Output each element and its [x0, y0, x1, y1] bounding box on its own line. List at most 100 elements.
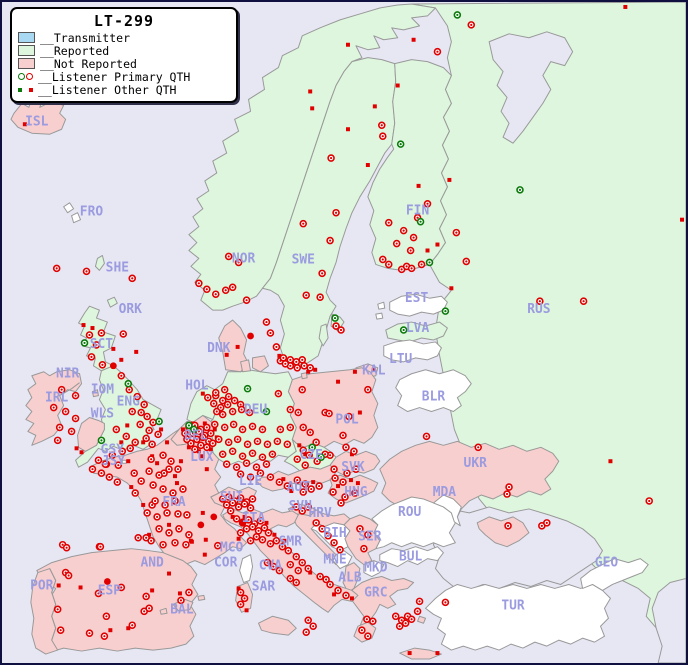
listener-primary-qth-marker-dot [251, 425, 254, 428]
listener-primary-qth-marker-dot [55, 267, 58, 270]
listener-primary-qth-marker-dot [425, 435, 428, 438]
listener-primary-qth-marker-dot [339, 328, 343, 332]
listener-primary-qth-marker-dot [246, 443, 249, 446]
listener-primary-qth-marker-dot [366, 533, 369, 536]
listener-primary-qth-marker-dot [177, 527, 181, 530]
listener-other-qth-marker [371, 367, 376, 372]
listener-primary-qth-marker-dot [148, 429, 151, 432]
country-label-she: SHE [106, 260, 129, 275]
listener-other-qth-marker [447, 177, 452, 182]
listener-primary-qth-marker-green-dot [402, 328, 405, 332]
country-label-svn: SVN [289, 499, 312, 514]
listener-other-qth-marker [277, 353, 282, 358]
country-label-mda: MDA [433, 485, 457, 500]
listener-primary-qth-marker-dot [545, 521, 548, 524]
listener-primary-qth-marker-dot [134, 441, 137, 444]
listener-primary-qth-marker-dot [103, 635, 106, 638]
listener-primary-qth-marker-dot [318, 484, 321, 488]
listener-other-qth-marker [416, 183, 421, 188]
listener-other-qth-marker [159, 427, 164, 432]
listener-primary-qth-marker-dot [406, 615, 409, 618]
listener-other-qth-marker [203, 537, 208, 542]
listener-other-qth-marker [212, 427, 217, 432]
listener-primary-qth-marker-dot [136, 395, 139, 398]
listener-primary-qth-marker-dot [248, 411, 251, 414]
listener-primary-qth-marker-green-dot [127, 382, 130, 385]
listener-primary-qth-marker-dot [301, 358, 304, 361]
listener-primary-qth-marker-dot [223, 388, 226, 391]
listener-primary-qth-marker-dot [328, 239, 332, 242]
listener-primary-qth-marker-dot [278, 569, 281, 572]
listener-primary-qth-marker-dot [235, 517, 238, 520]
listener-primary-qth-marker-dot [266, 443, 269, 446]
listener-primary-qth-marker-dot [316, 460, 319, 463]
country-label-ser: SER [358, 530, 382, 545]
country-label-bel: BEL [184, 428, 208, 443]
listener-primary-qth-marker-dot [245, 462, 248, 465]
listener-primary-qth-marker-dot [275, 345, 278, 349]
listener-primary-qth-marker-dot [277, 392, 280, 395]
listener-other-qth-marker [395, 83, 400, 88]
listener-primary-qth-marker-dot [95, 343, 98, 347]
listener-other-qth-marker [281, 477, 286, 482]
listener-primary-qth-marker-dot [237, 505, 240, 509]
country-label-fin: FIN [406, 204, 429, 219]
listener-primary-qth-marker-dot [214, 391, 217, 394]
listener-primary-qth-marker-dot [365, 618, 368, 621]
listener-primary-qth-marker-dot [104, 463, 107, 466]
listener-primary-qth-marker-dot [245, 527, 248, 530]
legend-item-label: __Reported [40, 43, 110, 58]
listener-other-qth-marker [411, 37, 416, 42]
listener-primary-qth-marker-dot [416, 610, 419, 613]
listener-primary-qth-marker-dot [227, 395, 230, 398]
country-shape-estonia-islands [375, 301, 386, 320]
listener-primary-qth-marker-dot [381, 135, 384, 138]
listener-primary-qth-marker-dot [229, 509, 232, 513]
listener-primary-qth-marker-dot [199, 444, 202, 447]
listener-primary-qth-marker-dot [193, 448, 196, 451]
country-label-nir: NIR [56, 367, 80, 382]
listener-primary-qth-marker-dot [296, 479, 299, 482]
country-label-por: POR [30, 578, 54, 593]
listener-primary-qth-marker-dot [353, 491, 357, 495]
listener-primary-qth-marker-dot [185, 438, 189, 441]
listener-primary-qth-marker-dot [205, 288, 208, 291]
listener-primary-qth-marker-dot [352, 450, 356, 453]
listener-primary-qth-marker-dot [131, 624, 134, 627]
listener-primary-qth-marker-dot [310, 487, 313, 491]
country-label-lux: LUX [190, 450, 214, 465]
listener-primary-qth-marker-dot [297, 569, 300, 572]
listener-primary-qth-marker-dot [233, 399, 236, 402]
listener-primary-qth-marker-dot [251, 497, 254, 501]
country-shape-poland [287, 367, 379, 448]
listener-primary-qth-marker-dot [295, 505, 298, 509]
listener-other-qth-marker [90, 326, 95, 331]
legend-item-label: __Listener Primary QTH [38, 69, 191, 84]
listener-primary-qth-marker-dot [341, 481, 345, 484]
listener-other-qth-marker [311, 480, 316, 485]
listener-primary-qth-marker-dot [328, 454, 332, 457]
listener-primary-qth-marker-dot [366, 388, 369, 391]
listener-primary-qth-marker-dot [582, 300, 585, 303]
listener-other-qth-marker [167, 522, 172, 527]
listener-primary-qth-marker-dot [245, 299, 248, 302]
listener-primary-qth-marker-dot [289, 577, 292, 580]
country-label-mkd: MKD [364, 561, 388, 576]
listener-primary-qth-marker-dot [301, 388, 304, 391]
listener-other-qth-marker [186, 445, 191, 450]
listener-other-qth-marker [202, 421, 207, 426]
listener-primary-qth-marker-dot [648, 499, 651, 503]
listener-primary-qth-marker-green-dot [333, 316, 337, 320]
listener-primary-qth-marker-dot [143, 610, 146, 613]
listener-primary-qth-marker-dot [227, 495, 230, 499]
listener-other-qth-marker [336, 484, 341, 489]
listener-primary-qth-marker-dot [116, 481, 119, 484]
listener-primary-qth-marker-dot [266, 561, 269, 564]
listener-primary-qth-marker-dot [271, 453, 274, 456]
listener-primary-qth-marker-green-dot [518, 188, 522, 191]
listener-primary-qth-marker-dot [139, 423, 142, 426]
listener-primary-qth-marker-dot [111, 454, 114, 457]
listener-primary-qth-marker-dot [358, 527, 362, 530]
listener-primary-qth-marker-dot [256, 440, 259, 443]
